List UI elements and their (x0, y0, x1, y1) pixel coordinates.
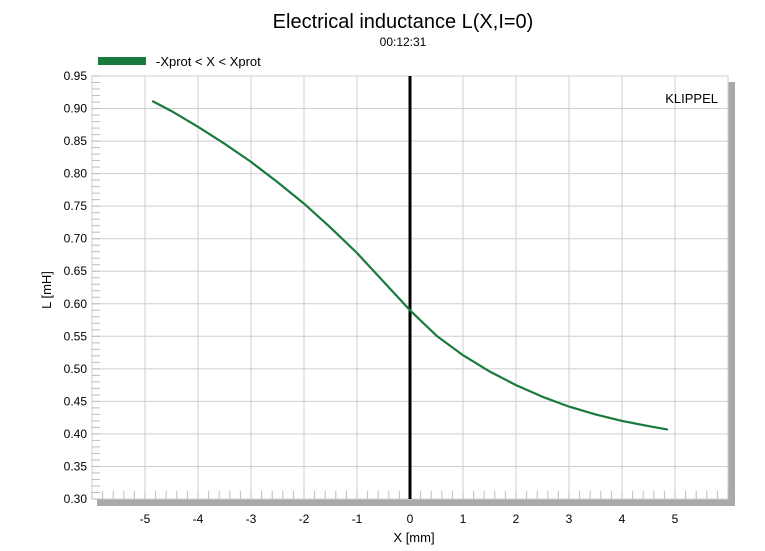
legend-label: -Xprot < X < Xprot (156, 54, 261, 69)
y-tick-label: 0.35 (64, 459, 88, 473)
y-tick-labels: 0.30 0.35 0.40 0.45 0.50 0.55 0.60 0.65 0.70 0.75… (64, 69, 88, 506)
x-tick-label: -5 (140, 512, 151, 526)
y-tick-label: 0.40 (64, 427, 88, 441)
y-tick-label: 0.85 (64, 134, 88, 148)
watermark-text: KLIPPEL (665, 91, 718, 106)
y-tick-label: 0.60 (64, 297, 88, 311)
y-tick-label: 0.45 (64, 394, 88, 408)
x-tick-label: 2 (513, 512, 520, 526)
plot-shadow-bottom (97, 499, 735, 506)
y-tick-label: 0.80 (64, 167, 88, 181)
x-tick-label: -2 (299, 512, 310, 526)
y-tick-label: 0.55 (64, 329, 88, 343)
y-tick-label: 0.50 (64, 362, 88, 376)
legend-swatch (98, 57, 146, 65)
x-tick-label: -3 (246, 512, 257, 526)
x-tick-label: -4 (193, 512, 204, 526)
series-layer (151, 100, 669, 431)
chart-title: Electrical inductance L(X,I=0) (273, 11, 534, 33)
x-tick-label: 3 (566, 512, 573, 526)
x-axis-label: X [mm] (393, 530, 434, 545)
y-tick-label: 0.75 (64, 199, 88, 213)
minor-ticks (91, 75, 729, 500)
x-tick-label: 0 (407, 512, 414, 526)
legend: -Xprot < X < Xprot (98, 54, 261, 69)
plot-shadow (728, 82, 735, 506)
y-tick-label: 0.95 (64, 69, 88, 83)
x-tick-label: 5 (672, 512, 679, 526)
y-tick-label: 0.30 (64, 492, 88, 506)
x-tick-label: 1 (460, 512, 467, 526)
series-line (151, 100, 669, 431)
y-tick-label: 0.70 (64, 232, 88, 246)
y-axis-label: L [mH] (39, 271, 54, 309)
y-tick-label: 0.90 (64, 102, 88, 116)
x-tick-label: 4 (619, 512, 626, 526)
y-tick-label: 0.65 (64, 264, 88, 278)
x-tick-label: -1 (352, 512, 363, 526)
chart-subtitle: 00:12:31 (380, 35, 427, 49)
x-tick-labels: -5 -4 -3 -2 -1 0 1 2 3 4 5 (140, 512, 679, 526)
